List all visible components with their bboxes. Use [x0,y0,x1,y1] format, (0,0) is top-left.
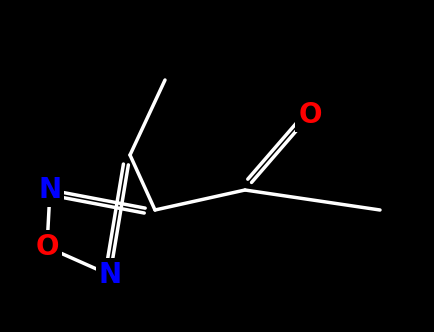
Text: O: O [35,233,59,261]
Text: N: N [39,176,62,204]
Text: O: O [298,101,322,129]
Text: N: N [99,261,122,289]
